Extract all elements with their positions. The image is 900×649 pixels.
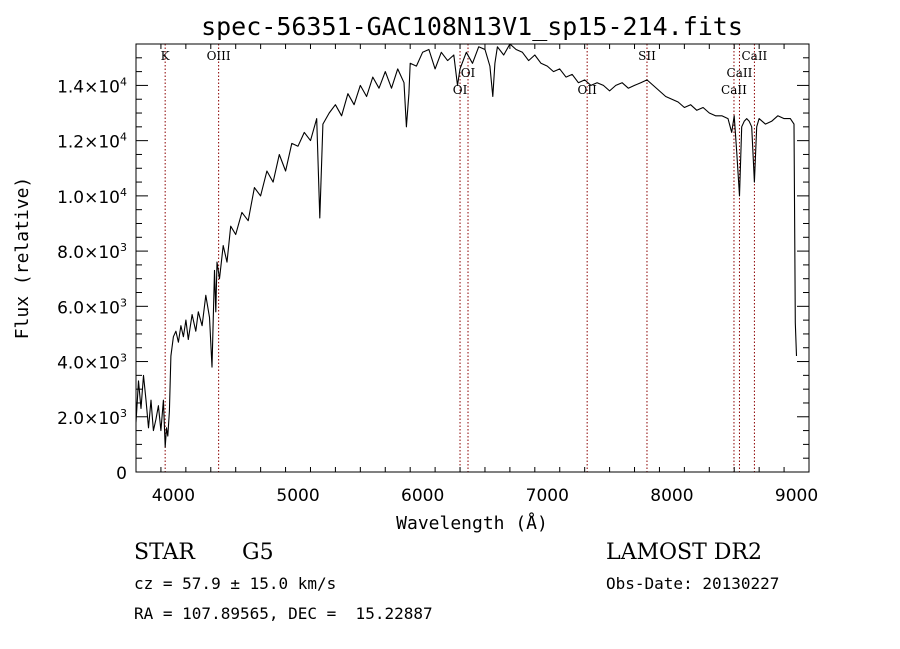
- y-tick-label: 1.2×104: [57, 131, 127, 153]
- y-tick-exponent: 3: [120, 407, 127, 420]
- spectrum-series: [136, 44, 798, 448]
- chart-title: spec-56351-GAC108N13V1_sp15-214.fits: [201, 12, 743, 41]
- spectral-line-label: CaII: [727, 66, 753, 80]
- coordinates: RA = 107.89565, DEC = 15.22887: [134, 604, 433, 623]
- y-tick-label: 4.0×103: [57, 352, 127, 374]
- y-tick-label: 2.0×103: [57, 407, 127, 429]
- x-tick-label: 9000: [775, 486, 818, 506]
- plot-frame: [135, 43, 810, 473]
- y-tick-exponent: 4: [120, 75, 127, 88]
- x-tick-label: 4000: [152, 486, 195, 506]
- y-tick-label: 6.0×103: [57, 296, 127, 318]
- spectral-line-label: K: [161, 49, 171, 63]
- y-tick-label: 1.0×104: [57, 186, 127, 208]
- y-axis-label: Flux (relative): [12, 177, 33, 340]
- y-tick-exponent: 3: [120, 241, 127, 254]
- x-tick-label: 5000: [276, 486, 319, 506]
- redshift-info: cz = 57.9 ± 15.0 km/s: [134, 574, 337, 593]
- spectral-line-label: SII: [638, 49, 656, 63]
- x-axis-label: Wavelength (Å): [396, 512, 548, 534]
- x-tick-label: 6000: [401, 486, 444, 506]
- spectral-line-label: OIII: [207, 49, 231, 63]
- x-tick-label: 7000: [526, 486, 569, 506]
- y-tick-exponent: 3: [120, 352, 127, 365]
- y-tick-label: 8.0×103: [57, 241, 127, 263]
- spectral-line-label: OI: [453, 83, 468, 97]
- survey-name: LAMOST DR2: [606, 540, 762, 565]
- y-tick-label: 0: [116, 464, 127, 484]
- y-tick-exponent: 4: [120, 131, 127, 144]
- spectral-line-label: CaII: [721, 83, 747, 97]
- object-subclass: G5: [242, 540, 274, 565]
- object-class: STAR: [134, 540, 195, 565]
- spectral-line-label: OI: [461, 66, 476, 80]
- y-tick-exponent: 4: [120, 186, 127, 199]
- spectral-line-label: CaII: [741, 49, 767, 63]
- plot-area: K OIII OI OI OII SII CaII CaII CaII 4000 5000 6000 7…: [57, 43, 818, 506]
- spectral-line-label: OII: [577, 83, 597, 97]
- y-tick-exponent: 3: [120, 296, 127, 309]
- y-tick-label: 1.4×104: [57, 75, 127, 97]
- obs-date: Obs-Date: 20130227: [606, 574, 780, 593]
- x-tick-label: 8000: [650, 486, 693, 506]
